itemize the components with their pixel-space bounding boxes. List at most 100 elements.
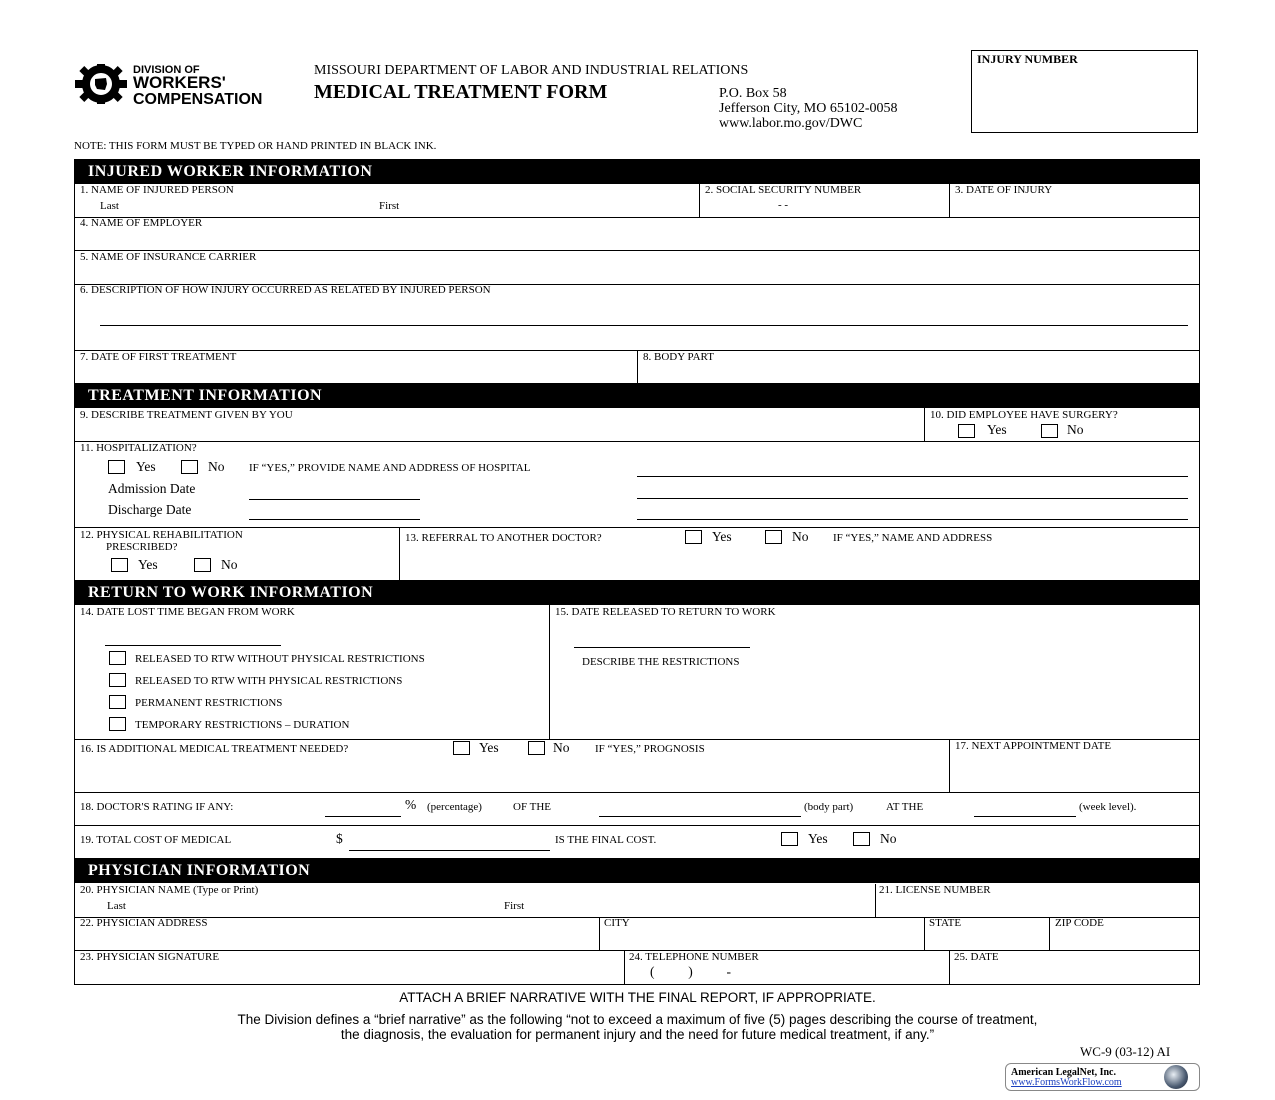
first-name-label: First: [504, 900, 525, 912]
rtw-option-checkbox[interactable]: [109, 695, 126, 709]
rtw-option-label: RELEASED TO RTW WITH PHYSICAL RESTRICTIO…: [135, 675, 403, 687]
attach-narrative-notice: ATTACH A BRIEF NARRATIVE WITH THE FINAL …: [399, 990, 876, 1005]
no-label: No: [208, 459, 225, 474]
field-label-release-date: 15. DATE RELEASED TO RETURN TO WORK: [555, 606, 776, 618]
discharge-date-label: Discharge Date: [108, 502, 192, 517]
field-label-rehab-2: PRESCRIBED?: [106, 541, 178, 553]
field-label-hospitalization: 11. HOSPITALIZATION?: [80, 442, 197, 454]
rtw-option-checkbox[interactable]: [109, 651, 126, 665]
field-label-city: CITY: [604, 917, 630, 929]
total-cost-line[interactable]: [349, 850, 550, 851]
final-cost-yes-checkbox[interactable]: [781, 832, 798, 846]
rtw-option-label: PERMANENT RESTRICTIONS: [135, 697, 283, 709]
page-title: MEDICAL TREATMENT FORM: [314, 81, 608, 103]
field-label-physician-name: 20. PHYSICIAN NAME (Type or Print): [80, 884, 259, 896]
field-label-employer: 4. NAME OF EMPLOYER: [80, 217, 203, 229]
field-label-injury-description: 6. DESCRIPTION OF HOW INJURY OCCURRED AS…: [80, 284, 491, 296]
gear-logo-icon: [75, 64, 127, 104]
address-line: Jefferson City, MO 65102-0058: [719, 101, 898, 116]
form-id: WC-9 (03-12) AI: [1080, 1044, 1171, 1059]
field-label-additional-treatment: 16. IS ADDITIONAL MEDICAL TREATMENT NEED…: [80, 743, 349, 755]
vendor-badge[interactable]: American LegalNet, Inc. www.FormsWorkFlo…: [1005, 1063, 1200, 1091]
rtw-option-checkbox[interactable]: [109, 717, 126, 731]
section-physician: PHYSICIAN INFORMATION: [74, 858, 1200, 883]
ssn-format: - -: [778, 199, 789, 211]
injury-number-label: INJURY NUMBER: [977, 52, 1078, 66]
rating-percent-line[interactable]: [325, 816, 401, 817]
rtw-option-label: TEMPORARY RESTRICTIONS – DURATION: [135, 719, 350, 731]
field-label-lost-time: 14. DATE LOST TIME BEGAN FROM WORK: [80, 606, 295, 618]
no-label: No: [880, 831, 897, 846]
prognosis-label: IF “YES,” PROGNOSIS: [595, 743, 705, 755]
last-name-label: Last: [100, 200, 119, 212]
week-level-line[interactable]: [974, 816, 1076, 817]
surgery-yes-checkbox[interactable]: [958, 424, 975, 438]
lost-time-date-line[interactable]: [105, 645, 281, 646]
yes-label: Yes: [712, 529, 732, 544]
hospital-name-line[interactable]: [637, 476, 1188, 477]
vendor-link[interactable]: www.FormsWorkFlow.com: [1011, 1077, 1122, 1088]
injury-number-box[interactable]: INJURY NUMBER: [971, 50, 1198, 133]
divider: [74, 825, 1200, 826]
additional-yes-checkbox[interactable]: [453, 741, 470, 755]
divider: [949, 184, 950, 217]
field-label-total-cost: 19. TOTAL COST OF MEDICAL: [80, 834, 232, 846]
hospitalization-no-checkbox[interactable]: [181, 460, 198, 474]
globe-icon: [1164, 1065, 1188, 1089]
divider: [549, 605, 550, 739]
hospital-address-line[interactable]: [637, 498, 1188, 499]
release-date-line[interactable]: [574, 647, 750, 648]
field-label-license: 21. LICENSE NUMBER: [879, 884, 991, 896]
section-return-to-work: RETURN TO WORK INFORMATION: [74, 580, 1200, 605]
referral-no-checkbox[interactable]: [765, 530, 782, 544]
field-label-physician-address: 22. PHYSICIAN ADDRESS: [80, 917, 208, 929]
yes-label: Yes: [808, 831, 828, 846]
first-name-label: First: [379, 200, 400, 212]
divider: [875, 884, 876, 917]
hospital-address-line[interactable]: [637, 519, 1188, 520]
website: www.labor.mo.gov/DWC: [719, 116, 863, 131]
field-label-signature: 23. PHYSICIAN SIGNATURE: [80, 951, 220, 963]
narrative-definition-2: the diagnosis, the evaluation for perman…: [340, 1027, 935, 1042]
field-label-doctor-rating: 18. DOCTOR'S RATING IF ANY:: [80, 801, 234, 813]
divider: [699, 184, 700, 217]
logo-line: COMPENSATION: [133, 90, 263, 108]
rtw-option-checkbox[interactable]: [109, 673, 126, 687]
divider: [74, 739, 1200, 740]
additional-no-checkbox[interactable]: [528, 741, 545, 755]
divider: [924, 408, 925, 441]
referral-if-yes-label: IF “YES,” NAME AND ADDRESS: [833, 532, 993, 544]
rating-body-part-line[interactable]: [599, 816, 801, 817]
admission-date-label: Admission Date: [108, 481, 196, 496]
discharge-date-line[interactable]: [249, 519, 420, 520]
final-cost-no-checkbox[interactable]: [853, 832, 870, 846]
week-level-label: (week level).: [1079, 801, 1137, 813]
address-line: P.O. Box 58: [719, 86, 787, 101]
yes-label: Yes: [479, 740, 499, 755]
description-line[interactable]: [100, 325, 1188, 326]
rtw-option-label: RELEASED TO RTW WITHOUT PHYSICAL RESTRIC…: [135, 653, 425, 665]
admission-date-line[interactable]: [249, 499, 420, 500]
field-label-date: 25. DATE: [954, 951, 999, 963]
rehab-yes-checkbox[interactable]: [111, 558, 128, 572]
divider: [74, 284, 1200, 285]
final-cost-label: IS THE FINAL COST.: [555, 834, 657, 846]
divider: [399, 527, 400, 580]
field-label-referral: 13. REFERRAL TO ANOTHER DOCTOR?: [405, 532, 602, 544]
divider: [74, 250, 1200, 251]
referral-yes-checkbox[interactable]: [685, 530, 702, 544]
vendor-name: American LegalNet, Inc.: [1011, 1067, 1116, 1078]
logo-line: DIVISION OF: [133, 64, 200, 76]
divider: [74, 917, 1200, 918]
divider: [1049, 917, 1050, 950]
surgery-no-checkbox[interactable]: [1041, 424, 1058, 438]
rehab-no-checkbox[interactable]: [194, 558, 211, 572]
narrative-definition: The Division defines a “brief narrative”…: [237, 1012, 1038, 1027]
yes-label: Yes: [138, 557, 158, 572]
field-label-telephone: 24. TELEPHONE NUMBER: [629, 951, 759, 963]
hospitalization-yes-checkbox[interactable]: [108, 460, 125, 474]
percentage-label: (percentage): [427, 801, 482, 813]
department-name: MISSOURI DEPARTMENT OF LABOR AND INDUSTR…: [314, 63, 749, 78]
field-label-zip: ZIP CODE: [1055, 917, 1104, 929]
divider: [599, 917, 600, 950]
